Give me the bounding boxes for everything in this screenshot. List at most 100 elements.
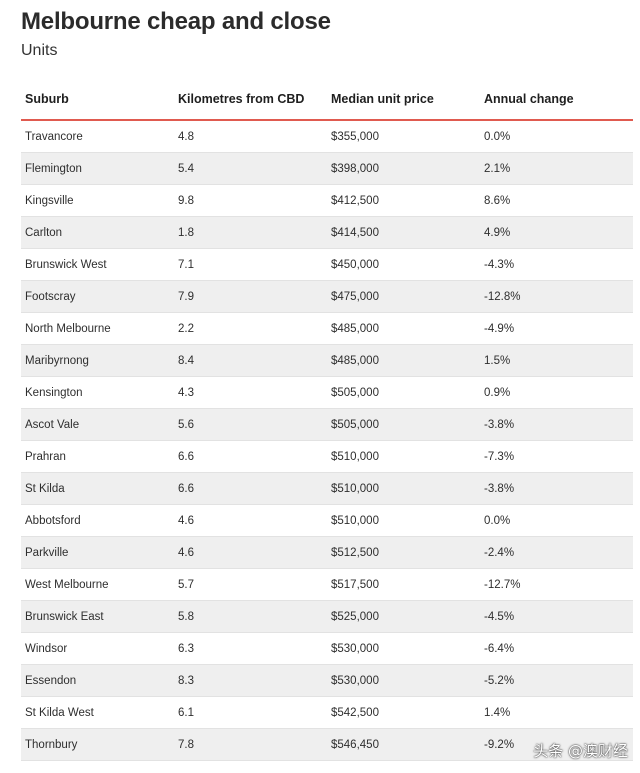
cell-suburb: Travancore: [21, 120, 174, 153]
cell-suburb: Footscray: [21, 280, 174, 313]
cell-km-from-cbd: 8.3: [174, 664, 327, 697]
header-km-from-cbd: Kilometres from CBD: [174, 78, 327, 121]
cell-annual-change: -12.7%: [480, 568, 633, 601]
table-row: Footscray 7.9 $475,000 -12.8%: [21, 280, 633, 313]
price-table: Suburb Kilometres from CBD Median unit p…: [21, 78, 633, 761]
table-row: Maribyrnong 8.4 $485,000 1.5%: [21, 344, 633, 377]
cell-suburb: Prahran: [21, 440, 174, 473]
watermark-text: 头条 @澳财经: [533, 742, 628, 760]
cell-suburb: Carlton: [21, 216, 174, 249]
cell-suburb: Kensington: [21, 376, 174, 409]
cell-suburb: Kingsville: [21, 184, 174, 217]
cell-median-price: $505,000: [327, 408, 480, 441]
cell-median-price: $517,500: [327, 568, 480, 601]
header-median-unit-price: Median unit price: [327, 78, 480, 121]
cell-median-price: $450,000: [327, 248, 480, 281]
cell-annual-change: -9.2%: [480, 728, 633, 761]
cell-annual-change: -5.2%: [480, 664, 633, 697]
cell-km-from-cbd: 1.8: [174, 216, 327, 249]
cell-km-from-cbd: 6.3: [174, 632, 327, 665]
cell-suburb: Parkville: [21, 536, 174, 569]
cell-km-from-cbd: 2.2: [174, 312, 327, 345]
cell-median-price: $530,000: [327, 632, 480, 665]
price-table-container: Suburb Kilometres from CBD Median unit p…: [21, 78, 633, 761]
cell-median-price: $546,450: [327, 728, 480, 761]
header-annual-change: Annual change: [480, 78, 633, 121]
cell-suburb: Thornbury: [21, 728, 174, 761]
cell-annual-change: -4.9%: [480, 312, 633, 345]
cell-annual-change: 0.0%: [480, 504, 633, 537]
cell-suburb: St Kilda: [21, 472, 174, 505]
cell-annual-change: 4.9%: [480, 216, 633, 249]
table-row: Kingsville 9.8 $412,500 8.6%: [21, 184, 633, 217]
cell-annual-change: 8.6%: [480, 184, 633, 217]
cell-median-price: $530,000: [327, 664, 480, 697]
table-header: Suburb Kilometres from CBD Median unit p…: [21, 78, 633, 121]
cell-annual-change: 0.9%: [480, 376, 633, 409]
page-subtitle: Units: [21, 42, 58, 59]
table-row: Essendon 8.3 $530,000 -5.2%: [21, 664, 633, 697]
table-row: Abbotsford 4.6 $510,000 0.0%: [21, 504, 633, 537]
cell-suburb: Windsor: [21, 632, 174, 665]
table-row: Prahran 6.6 $510,000 -7.3%: [21, 440, 633, 473]
table-row: West Melbourne 5.7 $517,500 -12.7%: [21, 568, 633, 601]
cell-suburb: St Kilda West: [21, 696, 174, 729]
cell-median-price: $510,000: [327, 440, 480, 473]
cell-median-price: $355,000: [327, 120, 480, 153]
table-row: Brunswick West 7.1 $450,000 -4.3%: [21, 248, 633, 281]
cell-suburb: West Melbourne: [21, 568, 174, 601]
cell-km-from-cbd: 8.4: [174, 344, 327, 377]
cell-km-from-cbd: 7.1: [174, 248, 327, 281]
cell-median-price: $414,500: [327, 216, 480, 249]
table-row: St Kilda 6.6 $510,000 -3.8%: [21, 472, 633, 505]
cell-suburb: Brunswick East: [21, 600, 174, 633]
cell-median-price: $485,000: [327, 312, 480, 345]
table-row: St Kilda West 6.1 $542,500 1.4%: [21, 696, 633, 729]
cell-annual-change: -4.5%: [480, 600, 633, 633]
table-row: Parkville 4.6 $512,500 -2.4%: [21, 536, 633, 569]
cell-suburb: Brunswick West: [21, 248, 174, 281]
cell-suburb: North Melbourne: [21, 312, 174, 345]
table-row: Thornbury 7.8 $546,450 -9.2%: [21, 728, 633, 761]
cell-km-from-cbd: 9.8: [174, 184, 327, 217]
cell-km-from-cbd: 6.6: [174, 440, 327, 473]
cell-km-from-cbd: 5.7: [174, 568, 327, 601]
cell-annual-change: 2.1%: [480, 152, 633, 185]
cell-km-from-cbd: 5.8: [174, 600, 327, 633]
table-row: Travancore 4.8 $355,000 0.0%: [21, 120, 633, 153]
cell-annual-change: 0.0%: [480, 120, 633, 153]
cell-median-price: $398,000: [327, 152, 480, 185]
table-row: Flemington 5.4 $398,000 2.1%: [21, 152, 633, 185]
cell-suburb: Abbotsford: [21, 504, 174, 537]
cell-annual-change: -2.4%: [480, 536, 633, 569]
cell-km-from-cbd: 4.3: [174, 376, 327, 409]
cell-suburb: Flemington: [21, 152, 174, 185]
cell-km-from-cbd: 4.6: [174, 536, 327, 569]
header-suburb: Suburb: [21, 78, 174, 121]
cell-km-from-cbd: 7.9: [174, 280, 327, 313]
cell-median-price: $412,500: [327, 184, 480, 217]
cell-median-price: $542,500: [327, 696, 480, 729]
table-row: Carlton 1.8 $414,500 4.9%: [21, 216, 633, 249]
cell-suburb: Maribyrnong: [21, 344, 174, 377]
cell-annual-change: -3.8%: [480, 408, 633, 441]
cell-km-from-cbd: 7.8: [174, 728, 327, 761]
cell-annual-change: -4.3%: [480, 248, 633, 281]
cell-median-price: $485,000: [327, 344, 480, 377]
cell-km-from-cbd: 6.6: [174, 472, 327, 505]
table-body: Travancore 4.8 $355,000 0.0% Flemington 5.4 $3…: [21, 120, 633, 761]
cell-annual-change: -7.3%: [480, 440, 633, 473]
cell-km-from-cbd: 4.8: [174, 120, 327, 153]
cell-median-price: $505,000: [327, 376, 480, 409]
cell-km-from-cbd: 6.1: [174, 696, 327, 729]
cell-median-price: $475,000: [327, 280, 480, 313]
cell-suburb: Ascot Vale: [21, 408, 174, 441]
cell-annual-change: -3.8%: [480, 472, 633, 505]
cell-median-price: $525,000: [327, 600, 480, 633]
cell-suburb: Essendon: [21, 664, 174, 697]
page-title: Melbourne cheap and close: [21, 8, 331, 35]
cell-median-price: $512,500: [327, 536, 480, 569]
cell-km-from-cbd: 4.6: [174, 504, 327, 537]
table-row: Windsor 6.3 $530,000 -6.4%: [21, 632, 633, 665]
cell-annual-change: 1.5%: [480, 344, 633, 377]
